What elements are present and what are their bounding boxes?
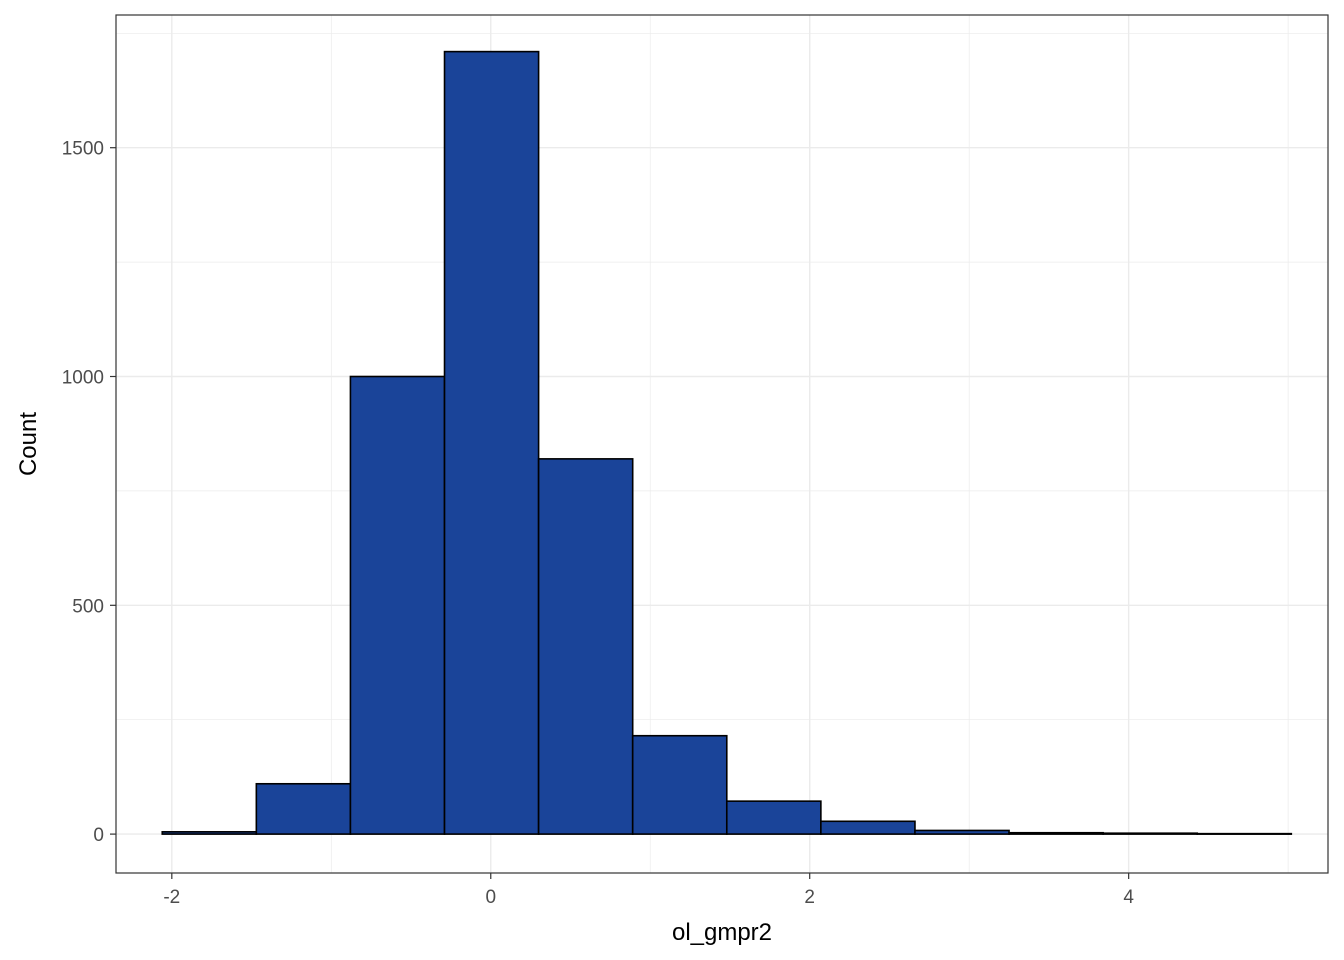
y-tick-label: 0	[93, 825, 104, 846]
histogram-bar	[820, 820, 916, 835]
histogram-bar	[725, 800, 822, 835]
histogram-bar	[631, 734, 728, 835]
histogram-bars	[161, 50, 1293, 835]
panel-border	[115, 14, 1329, 874]
y-tick-label: 1500	[62, 139, 104, 160]
x-tick-label: 2	[804, 887, 815, 908]
histogram-bar	[1196, 832, 1293, 835]
histogram-bar	[161, 831, 258, 835]
y-tick-label: 1000	[62, 368, 104, 389]
x-tick-label: 4	[1123, 887, 1134, 908]
histogram-bar	[349, 375, 446, 835]
histogram-bar	[1008, 831, 1104, 835]
x-tick-label: 0	[485, 887, 496, 908]
histogram-bar	[443, 50, 540, 835]
x-axis-title: ol_gmpr2	[672, 919, 772, 946]
histogram-bar	[1102, 832, 1199, 835]
histogram-bar	[914, 829, 1010, 835]
x-tick-label: -2	[163, 887, 180, 908]
histogram-bar	[255, 782, 352, 835]
y-tick-label: 500	[72, 596, 104, 617]
y-axis-title: Count	[15, 412, 42, 476]
x-axis-ticks: -2 0 2 4	[163, 873, 1134, 908]
histogram-bar	[537, 458, 634, 835]
y-axis-ticks: 0 500 1000 1500	[62, 139, 116, 846]
minor-gridlines	[116, 15, 1328, 873]
